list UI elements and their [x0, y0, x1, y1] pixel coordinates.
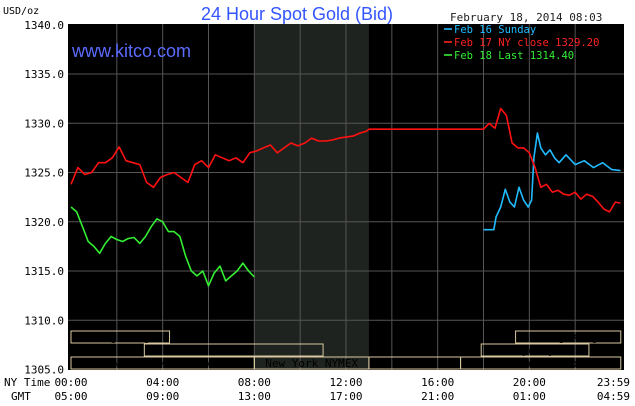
- y-tick-label: 1325.0: [24, 167, 64, 180]
- legend-entry: Feb 16 Sunday: [444, 24, 536, 36]
- session-bar: New York NYMEX: [253, 356, 370, 370]
- session-label: Hong Kong: [90, 331, 150, 344]
- chart-title: 24 Hour Spot Gold (Bid): [201, 4, 393, 24]
- ny-time-tick-label: 12:00: [329, 376, 362, 389]
- ny-time-tick-label: 20:00: [513, 376, 546, 389]
- session-label: New York Globex: [113, 357, 213, 370]
- ny-time-tick-label: 23:59: [597, 376, 630, 389]
- session-box: [460, 356, 622, 370]
- session-label: Hong Kong: [538, 331, 598, 344]
- gmt-tick-label: 04:59: [597, 390, 630, 403]
- gmt-tick-label: 01:00: [513, 390, 546, 403]
- legend-label: Feb 16 Sunday: [454, 24, 536, 36]
- gmt-tick-label: 17:00: [329, 390, 362, 403]
- session-box: [480, 343, 590, 357]
- session-bar: London: [143, 343, 324, 357]
- plot-frame: [67, 23, 625, 371]
- gmt-tick-label: 05:00: [54, 390, 87, 403]
- legend-label: Feb 18 Last 1314.40: [454, 50, 574, 62]
- gmt-tick-label: 09:00: [146, 390, 179, 403]
- session-bar: Hong Kong: [515, 330, 622, 344]
- legend-label: Feb 17 NY close 1329.20: [454, 37, 599, 49]
- series-line-feb-17-ny-close-1329-20: [70, 107, 621, 213]
- session-label: New York NYMEX: [265, 357, 358, 370]
- shaded-hours-band: [254, 24, 369, 370]
- session-label: New York Globex: [491, 357, 591, 370]
- session-box: [515, 330, 622, 344]
- session-box: [143, 343, 324, 357]
- y-axis: 1305.0 1310.0 1315.0 1320.0 1325.0 1330.0 1335…: [24, 19, 64, 377]
- legend-entry: Feb 18 Last 1314.40: [444, 50, 574, 62]
- session-label: London: [214, 344, 254, 357]
- ny-time-tick-label: 16:00: [421, 376, 454, 389]
- ny-time-tick-label: 04:00: [146, 376, 179, 389]
- session-label: NY Globex: [385, 357, 445, 370]
- y-tick-label: 1335.0: [24, 68, 64, 81]
- session-bar: Hong Kong: [70, 330, 171, 344]
- y-tick-label: 1315.0: [24, 265, 64, 278]
- site-watermark: www.kitco.com: [71, 41, 191, 61]
- ny-time-label: NY Time: [4, 376, 50, 389]
- ny-time-tick-label: 08:00: [238, 376, 271, 389]
- series-line-feb-16-sunday: [483, 132, 621, 231]
- date-stamp: February 18, 2014 08:03: [450, 11, 602, 24]
- y-tick-label: 1310.0: [24, 314, 64, 327]
- legend-entry: Feb 17 NY close 1329.20: [444, 37, 599, 49]
- ny-time-tick-label: 00:00: [54, 376, 87, 389]
- gmt-tick-label: 21:00: [421, 390, 454, 403]
- y-tick-label: 1305.0: [24, 364, 64, 377]
- grid: [68, 24, 624, 370]
- series-line-feb-18-last-1314-40: [70, 206, 255, 287]
- gmt-tick-label: 13:00: [238, 390, 271, 403]
- gmt-label: GMT: [11, 390, 31, 403]
- y-tick-label: 1340.0: [24, 19, 64, 32]
- session-label: Sydney: [515, 344, 555, 357]
- session-bar: Sydney: [480, 343, 590, 357]
- y-tick-label: 1320.0: [24, 216, 64, 229]
- y-units-label: USD/oz: [3, 6, 39, 17]
- y-tick-label: 1330.0: [24, 117, 64, 130]
- price-series: [70, 107, 621, 287]
- session-box: [70, 330, 171, 344]
- session-bar: New York Globex: [460, 356, 622, 370]
